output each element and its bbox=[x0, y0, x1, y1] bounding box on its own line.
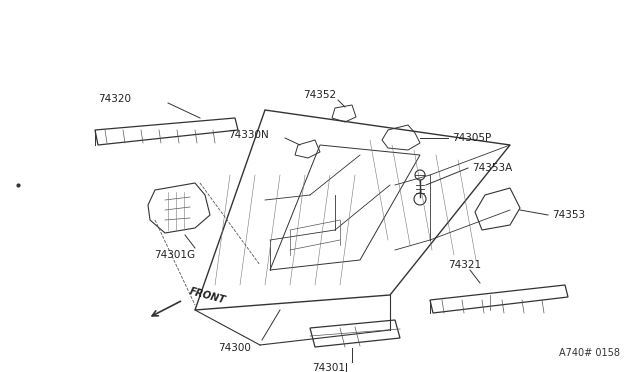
Text: 74305P: 74305P bbox=[452, 133, 492, 143]
Text: 74352: 74352 bbox=[303, 90, 337, 100]
Text: 74320: 74320 bbox=[99, 94, 131, 104]
Text: 74353A: 74353A bbox=[472, 163, 512, 173]
Text: 74301J: 74301J bbox=[312, 363, 348, 372]
Text: 74353: 74353 bbox=[552, 210, 585, 220]
Text: A740# 0158: A740# 0158 bbox=[559, 348, 620, 358]
Text: 74321: 74321 bbox=[449, 260, 481, 270]
Text: 74301G: 74301G bbox=[154, 250, 196, 260]
Text: 74330N: 74330N bbox=[228, 130, 268, 140]
Text: FRONT: FRONT bbox=[188, 286, 227, 306]
Text: 74300: 74300 bbox=[219, 343, 252, 353]
